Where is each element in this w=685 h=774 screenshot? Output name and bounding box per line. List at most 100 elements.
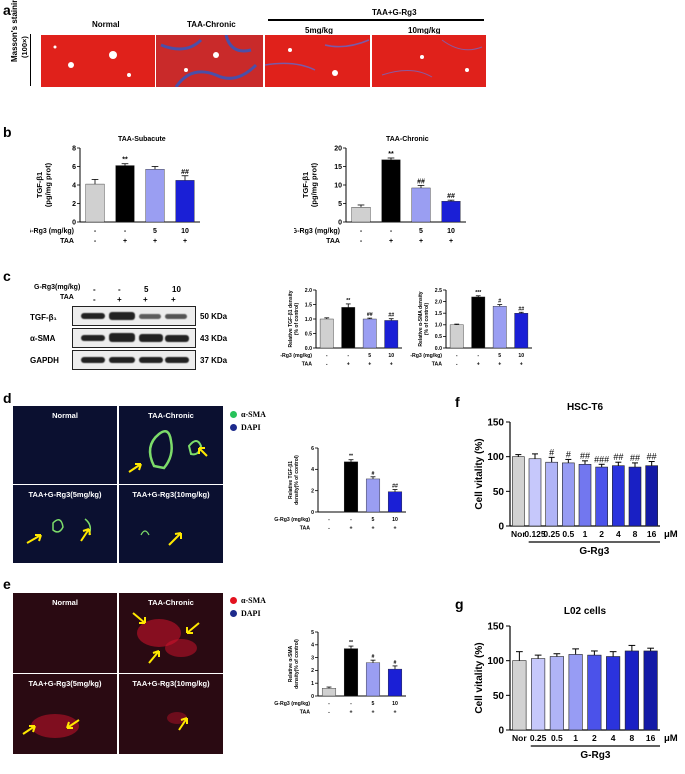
significance-mark: # (566, 449, 571, 459)
bar (145, 169, 165, 223)
legend-sma-swatch (230, 597, 237, 604)
if-d-10mg-image: TAA+G-Rg3(10mg/kg) (118, 484, 224, 564)
bar (512, 660, 527, 731)
chart-title: HSC-T6 (567, 402, 604, 413)
bar (528, 458, 542, 527)
blot-label-sma: α-SMA (30, 334, 56, 343)
y-tick-label: 1.5 (435, 311, 442, 317)
blot-gapdh (72, 350, 196, 370)
legend-dapi-swatch (230, 424, 237, 431)
row-value: 5 (419, 228, 423, 235)
row-value: + (371, 709, 374, 715)
row-value: - (328, 525, 330, 531)
y-tick-label: 3 (311, 655, 314, 661)
significance-mark: ## (392, 484, 398, 490)
bar (381, 159, 401, 223)
row-value: + (347, 361, 350, 367)
y-tick-label: 0 (311, 510, 314, 516)
y-tick-label: 0 (311, 694, 314, 700)
significance-mark: # (394, 660, 397, 666)
y-tick-label: 1.0 (305, 317, 312, 323)
if-e-10mg-image: TAA+G-Rg3(10mg/kg) (118, 673, 224, 755)
row-value: + (520, 361, 523, 367)
significance-mark: ## (367, 312, 373, 318)
row-value: + (153, 238, 157, 245)
tile-title: TAA+G-Rg3(5mg/kg) (28, 679, 102, 688)
row-value: - (360, 238, 363, 245)
y-tick-label: 2.0 (435, 299, 442, 305)
significance-mark: # (549, 447, 554, 457)
x-tick-label: 0.5 (551, 733, 563, 743)
x-tick-label: 0.125 (524, 529, 546, 539)
unit-label: μM (664, 529, 678, 540)
y-tick-label: 0.0 (305, 346, 312, 352)
bar (471, 296, 486, 349)
row-label-taa: TAA (302, 361, 313, 367)
bar (531, 658, 546, 731)
y-tick-label: 1.0 (435, 323, 442, 329)
a-group-line (268, 19, 484, 21)
y-tick-label: 0 (338, 219, 342, 226)
x-tick-label: Nor (512, 733, 527, 743)
y-tick-label: 5 (311, 630, 314, 636)
significance-mark: ** (388, 151, 394, 158)
c-taa-val-2: + (117, 295, 122, 304)
a-col-normal: Normal (92, 20, 120, 29)
tile-title: TAA+G-Rg3(10mg/kg) (132, 679, 210, 688)
bar (351, 206, 371, 223)
x-tick-label: 16 (646, 733, 656, 743)
a-col-10mg: 10mg/kg (408, 26, 441, 35)
x-tick-label: Nor (511, 529, 526, 539)
y-tick-label: 1.5 (305, 302, 312, 308)
tile-title: TAA+G-Rg3(10mg/kg) (132, 490, 210, 499)
b-right-title: TAA-Chronic (386, 136, 429, 143)
row-label-grg3: G-Rg3 (mg/kg) (30, 228, 74, 235)
panel-letter-b: b (3, 124, 12, 140)
legend-dapi-label: DAPI (241, 609, 261, 618)
legend-dapi-swatch (230, 610, 237, 617)
y-tick-label: 0 (498, 726, 504, 737)
x-tick-label: 0.25 (543, 529, 560, 539)
y-tick-label: 8 (72, 145, 76, 152)
y-axis-sublabel: density(% of control) (294, 455, 300, 505)
bar (343, 461, 359, 513)
significance-mark: ## (647, 452, 657, 462)
row-value: + (393, 525, 396, 531)
significance-mark: ## (181, 169, 189, 176)
significance-mark: ## (613, 452, 623, 462)
b-left-title: TAA-Subacute (118, 136, 166, 143)
row-value: - (94, 238, 97, 245)
row-value: - (456, 361, 458, 367)
chart-title: L02 cells (564, 606, 607, 617)
panel-letter-g: g (455, 596, 464, 612)
x-tick-label: 1 (583, 529, 588, 539)
y-tick-label: 50 (493, 691, 505, 702)
if-d-normal-image: Normal (12, 405, 118, 485)
c-g-val-3: 5 (144, 285, 149, 294)
bar (587, 654, 602, 731)
y-tick-label: 0 (498, 522, 504, 533)
tile-title: TAA-Chronic (148, 411, 194, 420)
bar (387, 668, 403, 697)
row-value: - (456, 353, 458, 359)
row-value: - (326, 353, 328, 359)
row-value: - (328, 517, 330, 523)
tile-title: TAA-Chronic (148, 598, 194, 607)
bar (606, 656, 621, 731)
blot-label-tgf: TGF-β₁ (30, 313, 57, 322)
significance-mark: ** (349, 640, 354, 646)
significance-mark: ## (417, 178, 425, 185)
y-axis-label: Relative TGF-β1 (288, 461, 294, 499)
masson-10mg-image (371, 34, 487, 88)
row-value: + (449, 238, 453, 245)
chart-b-tgf-chronic: 0 5 10 15 20 ** ## ## TGF-β1 (pg/mg prot) G-Rg3 (m… (294, 145, 466, 245)
masson-taa-chronic-image (155, 34, 264, 88)
row-value: + (498, 361, 501, 367)
if-e-5mg-image: TAA+G-Rg3(5mg/kg) (12, 673, 118, 755)
c-taa-val-3: + (143, 295, 148, 304)
bar (441, 201, 461, 223)
tile-title: Normal (52, 411, 78, 420)
bar (175, 180, 195, 223)
row-label-grg3: G-Rg3 (mg/kg) (294, 228, 340, 235)
x-tick-label: 4 (616, 529, 621, 539)
